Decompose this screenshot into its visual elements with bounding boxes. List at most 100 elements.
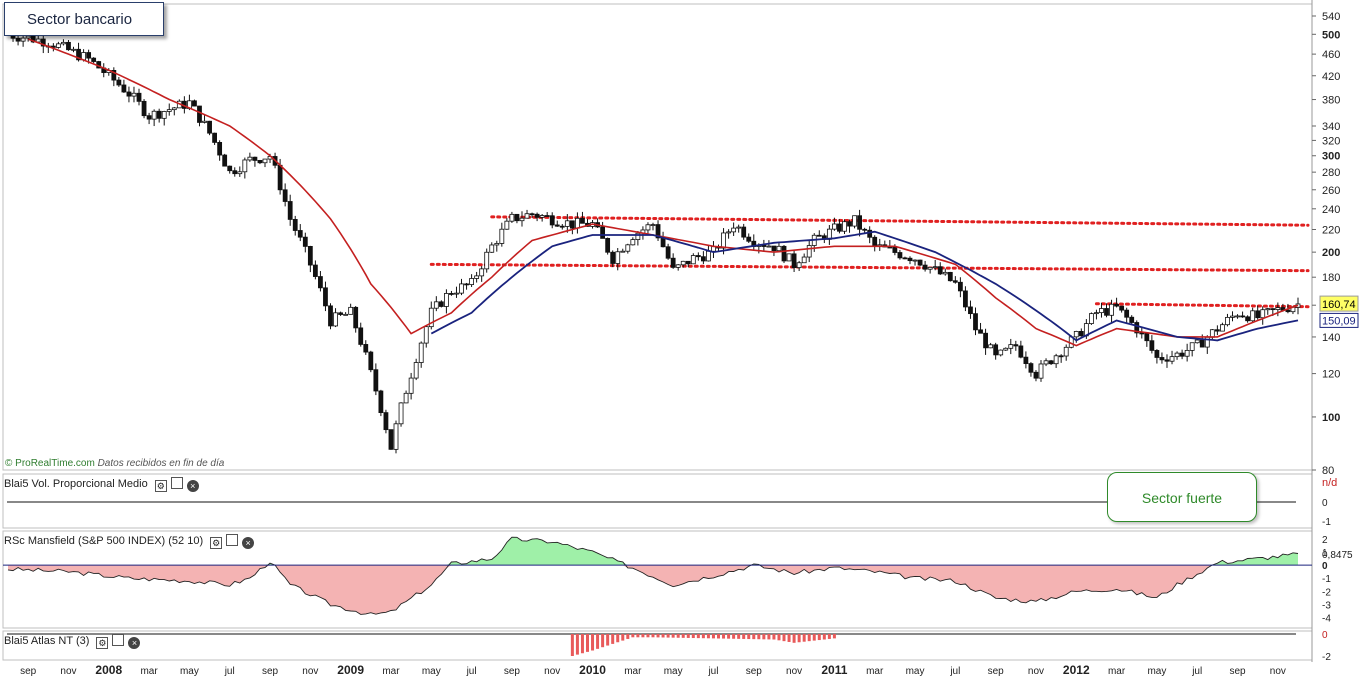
- rs-tick-label: -1: [1322, 574, 1331, 585]
- support-line: [490, 215, 1310, 227]
- ma-short-label: 150,09: [1322, 315, 1356, 327]
- x-tick-label: 2011: [821, 663, 847, 677]
- candle-body: [1265, 308, 1271, 311]
- candle-body: [721, 232, 726, 249]
- candle-body: [348, 306, 354, 315]
- y-tick-label: 80: [1322, 465, 1334, 477]
- x-tick-label: jul: [1191, 666, 1202, 677]
- candle-body: [131, 92, 137, 97]
- credit-brand[interactable]: © ProRealTime.com: [5, 458, 95, 469]
- candle-body: [771, 245, 777, 252]
- candle-body: [287, 201, 293, 220]
- candle-body: [136, 92, 142, 102]
- close-icon[interactable]: ×: [186, 480, 199, 492]
- x-tick-label: sep: [504, 666, 521, 677]
- price-tags: 160,74 150,09: [1319, 295, 1359, 328]
- candle-body: [307, 245, 313, 266]
- candle-body: [1048, 360, 1054, 365]
- candle-body: [852, 215, 857, 227]
- x-tick-label: nov: [302, 666, 318, 677]
- candle-body: [202, 120, 207, 123]
- candle-body: [872, 236, 878, 246]
- wrench-icon[interactable]: ⚙: [96, 637, 109, 649]
- panel-title-atlas: Blai5 Atlas NT (3) ⚙ ×: [4, 634, 141, 649]
- candle-body: [333, 312, 338, 327]
- window-icon[interactable]: [226, 534, 239, 546]
- candle-body: [1063, 346, 1069, 357]
- x-tick-label: jul: [224, 666, 235, 677]
- rs-mansfield-area: [3, 536, 1312, 615]
- candle-body: [887, 246, 893, 249]
- candle-body: [801, 256, 807, 264]
- candle-body: [892, 246, 898, 253]
- candle-body: [514, 213, 520, 222]
- x-axis-labels: sep nov 2008 mar may jul sep nov 2009 mar may jul se…: [20, 663, 1286, 677]
- candle-body: [1184, 349, 1190, 357]
- candle-body: [302, 236, 308, 247]
- x-tick-label: 2010: [579, 663, 606, 677]
- candle-body: [1053, 355, 1059, 365]
- y-tick-label: 280: [1322, 167, 1340, 179]
- candle-body: [1154, 350, 1160, 358]
- x-tick-label: 2009: [337, 663, 364, 677]
- candle-body: [66, 41, 71, 51]
- window-icon[interactable]: [112, 634, 125, 646]
- candle-body: [91, 57, 97, 62]
- candle-body: [494, 243, 500, 246]
- candle-body: [398, 402, 404, 425]
- ma-short-line: [430, 230, 1299, 342]
- candle-body: [867, 229, 873, 238]
- candle-body: [534, 213, 540, 218]
- candle-body: [388, 429, 394, 450]
- candle-body: [443, 293, 449, 307]
- vol-tick-label: -1: [1322, 517, 1331, 528]
- candle-body: [247, 156, 253, 161]
- close-icon[interactable]: ×: [242, 537, 255, 549]
- candle-body: [942, 271, 948, 275]
- candle-body: [343, 313, 349, 316]
- candle-body: [569, 220, 575, 229]
- candle-body: [15, 37, 21, 42]
- candle-body: [907, 257, 913, 262]
- close-icon[interactable]: ×: [128, 637, 141, 649]
- candle-body: [207, 120, 212, 134]
- wrench-icon[interactable]: ⚙: [210, 537, 223, 549]
- x-tick-label: jul: [466, 666, 477, 677]
- candle-body: [459, 283, 464, 294]
- credit-note: Datos recibidos en fin de día: [97, 458, 225, 469]
- candle-body: [1008, 344, 1014, 349]
- y-tick-label: 340: [1322, 121, 1340, 133]
- candle-body: [408, 377, 414, 394]
- candle-body: [968, 306, 973, 315]
- wrench-icon[interactable]: ⚙: [154, 480, 167, 492]
- candle-body: [947, 271, 953, 282]
- rs-line: [7, 536, 1299, 615]
- candle-body: [61, 41, 66, 45]
- candle-body: [323, 287, 328, 307]
- candle-body: [1214, 329, 1220, 332]
- window-icon[interactable]: [170, 477, 183, 489]
- candle-body: [1099, 308, 1104, 314]
- sector-strong-callout: Sector fuerte: [1107, 472, 1257, 522]
- candle-body: [564, 220, 570, 227]
- candle-body: [998, 349, 1004, 356]
- vol-tick-label: 0: [1322, 498, 1328, 509]
- candle-body: [166, 109, 172, 112]
- candle-body: [192, 100, 197, 107]
- candle-body: [403, 392, 409, 404]
- candle-body: [796, 262, 802, 269]
- candle-body: [675, 264, 681, 268]
- candle-body: [423, 326, 429, 344]
- candle-body: [111, 70, 117, 81]
- candle-body: [454, 292, 459, 295]
- candle-body: [665, 246, 671, 259]
- candle-body: [700, 256, 706, 262]
- candle-body: [786, 253, 792, 262]
- candle-body: [837, 223, 842, 232]
- panel-rs-label: RSc Mansfield (S&P 500 INDEX) (52 10): [4, 535, 204, 547]
- support-line: [429, 262, 1310, 273]
- x-tick-label: may: [180, 666, 199, 677]
- x-tick-label: nov: [60, 666, 76, 677]
- candle-body: [1038, 363, 1044, 379]
- candle-body: [55, 43, 61, 48]
